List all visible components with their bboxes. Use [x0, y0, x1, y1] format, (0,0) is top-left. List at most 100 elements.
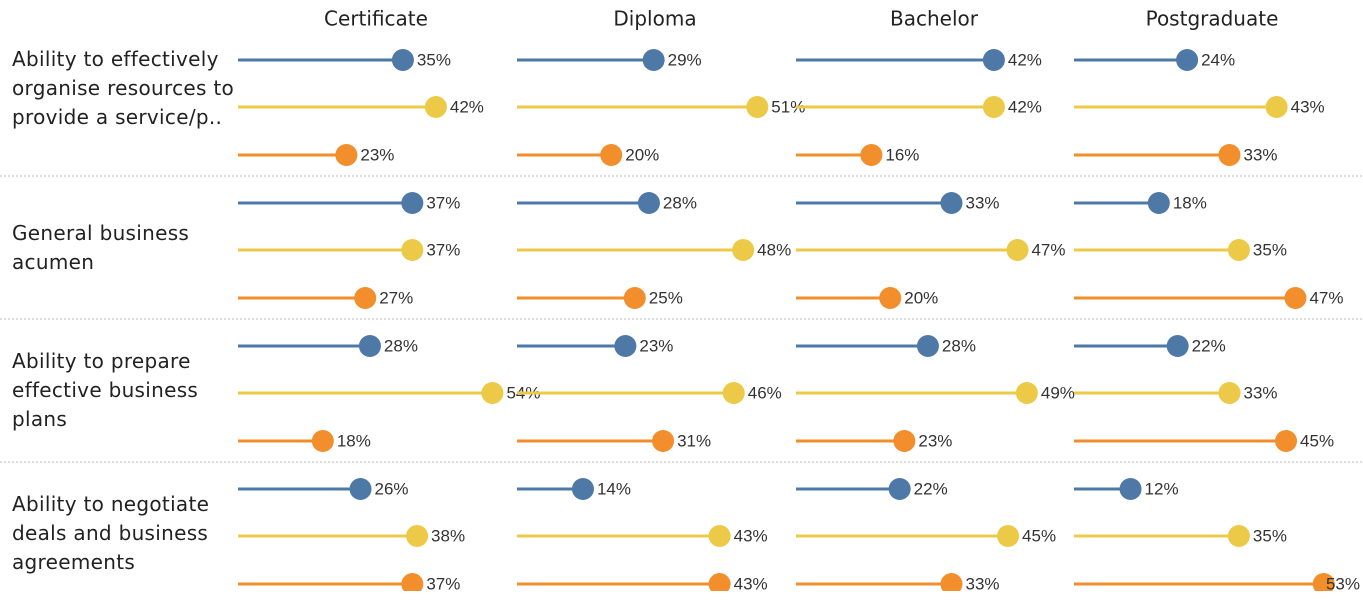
- dot: [1006, 239, 1029, 261]
- dot: [1312, 573, 1335, 591]
- value-label: 43%: [734, 574, 768, 591]
- value-label: 24%: [1201, 50, 1235, 69]
- dot: [652, 430, 675, 452]
- value-label: 48%: [757, 240, 791, 259]
- value-label: 42%: [1008, 50, 1042, 69]
- value-label: 28%: [663, 193, 697, 212]
- value-label: 37%: [426, 240, 460, 259]
- dot: [571, 478, 594, 500]
- row-label: Ability to prepare effective business pl…: [12, 349, 199, 431]
- dot: [600, 144, 623, 166]
- dot: [708, 525, 731, 547]
- value-label: 14%: [597, 479, 631, 498]
- value-label: 31%: [677, 431, 711, 450]
- value-label: 33%: [1243, 145, 1277, 164]
- dot: [940, 573, 963, 591]
- dot: [358, 335, 381, 357]
- dot: [391, 49, 414, 71]
- dot: [893, 430, 916, 452]
- dot: [746, 96, 769, 118]
- dot: [940, 192, 963, 214]
- value-label: 20%: [904, 288, 938, 307]
- value-label: 23%: [918, 431, 952, 450]
- dot: [1227, 525, 1250, 547]
- value-label: 20%: [625, 145, 659, 164]
- dot: [354, 287, 377, 309]
- dot: [311, 430, 334, 452]
- value-label: 28%: [942, 336, 976, 355]
- value-label: 18%: [1173, 193, 1207, 212]
- column-header: Postgraduate: [1146, 7, 1279, 31]
- dot: [916, 335, 939, 357]
- dot: [623, 287, 646, 309]
- value-label: 38%: [431, 526, 465, 545]
- dot: [335, 144, 358, 166]
- value-label: 37%: [426, 574, 460, 591]
- value-label: 42%: [1008, 97, 1042, 116]
- value-label: 23%: [360, 145, 394, 164]
- value-label: 25%: [649, 288, 683, 307]
- dot: [1284, 287, 1307, 309]
- value-label: 47%: [1031, 240, 1065, 259]
- value-label: 33%: [1243, 383, 1277, 402]
- dot: [481, 382, 504, 404]
- value-label: 12%: [1145, 479, 1179, 498]
- value-label: 47%: [1309, 288, 1343, 307]
- dot: [1147, 192, 1170, 214]
- column-header: Bachelor: [890, 7, 979, 31]
- column-header: Certificate: [324, 7, 428, 31]
- dot: [1218, 144, 1241, 166]
- value-label: 35%: [1253, 526, 1287, 545]
- value-label: 33%: [965, 574, 999, 591]
- dot: [1265, 96, 1288, 118]
- value-label: 37%: [426, 193, 460, 212]
- dot: [401, 573, 424, 591]
- dot: [860, 144, 883, 166]
- dot: [401, 192, 424, 214]
- dot: [1119, 478, 1142, 500]
- row-label: General business acumen: [12, 220, 190, 274]
- dot: [614, 335, 637, 357]
- value-label: 22%: [914, 479, 948, 498]
- value-label: 33%: [965, 193, 999, 212]
- value-label: 45%: [1022, 526, 1056, 545]
- dot: [879, 287, 902, 309]
- value-label: 51%: [771, 97, 805, 116]
- column-header: Diploma: [613, 7, 696, 31]
- value-label: 49%: [1041, 383, 1075, 402]
- dot: [637, 192, 660, 214]
- dot: [642, 49, 665, 71]
- value-label: 28%: [384, 336, 418, 355]
- value-label: 23%: [639, 336, 673, 355]
- value-label: 27%: [379, 288, 413, 307]
- value-label: 53%: [1326, 574, 1360, 591]
- dot: [888, 478, 911, 500]
- dot: [997, 525, 1020, 547]
- row-label: Ability to effectively organise resource…: [12, 47, 235, 129]
- dot: [982, 49, 1005, 71]
- dot: [1218, 382, 1241, 404]
- value-label: 46%: [748, 383, 782, 402]
- value-label: 16%: [885, 145, 919, 164]
- dot: [401, 239, 424, 261]
- value-label: 29%: [668, 50, 702, 69]
- dot: [732, 239, 755, 261]
- dot: [1166, 335, 1189, 357]
- dot: [349, 478, 372, 500]
- value-label: 42%: [450, 97, 484, 116]
- dot: [1227, 239, 1250, 261]
- value-label: 43%: [1291, 97, 1325, 116]
- dot: [1275, 430, 1298, 452]
- value-label: 45%: [1300, 431, 1334, 450]
- dot: [722, 382, 745, 404]
- dot: [1176, 49, 1199, 71]
- dot: [982, 96, 1005, 118]
- value-label: 43%: [734, 526, 768, 545]
- value-label: 26%: [375, 479, 409, 498]
- value-label: 35%: [1253, 240, 1287, 259]
- value-label: 22%: [1192, 336, 1226, 355]
- dot: [424, 96, 447, 118]
- value-label: 35%: [417, 50, 451, 69]
